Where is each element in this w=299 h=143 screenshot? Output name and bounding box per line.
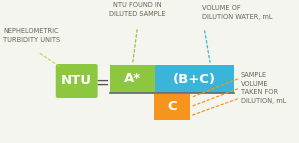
FancyBboxPatch shape <box>56 64 97 98</box>
FancyBboxPatch shape <box>154 94 190 120</box>
Text: NTU: NTU <box>61 75 92 88</box>
FancyBboxPatch shape <box>155 65 234 93</box>
Text: C: C <box>167 101 177 114</box>
Text: SAMPLE
VOLUME
TAKEN FOR
DILUTION, mL: SAMPLE VOLUME TAKEN FOR DILUTION, mL <box>241 72 286 104</box>
FancyBboxPatch shape <box>109 65 155 93</box>
Text: (B+C): (B+C) <box>173 73 216 86</box>
Text: =: = <box>96 74 109 92</box>
Text: NTU FOUND IN
DILUTED SAMPLE: NTU FOUND IN DILUTED SAMPLE <box>109 2 166 16</box>
Text: A*: A* <box>124 73 141 86</box>
Text: NEPHELOMETRIC
TURBIDITY UNITS: NEPHELOMETRIC TURBIDITY UNITS <box>3 28 60 42</box>
Text: VOLUME OF
DILUTION WATER, mL: VOLUME OF DILUTION WATER, mL <box>202 5 273 19</box>
